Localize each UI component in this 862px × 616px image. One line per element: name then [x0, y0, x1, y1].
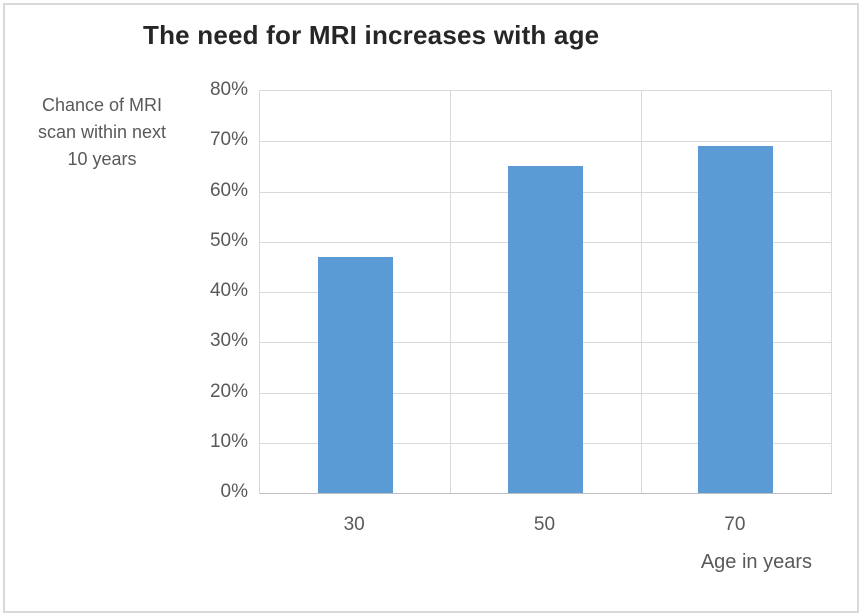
x-axis-title: Age in years — [700, 551, 812, 573]
y-tick-label: 10% — [209, 430, 248, 452]
gridline-h — [260, 141, 831, 143]
y-axis-title: Chance of MRI scan within next 10 years — [37, 95, 167, 169]
y-tick-label: 0% — [220, 481, 248, 502]
bar-age-50 — [508, 166, 583, 493]
y-tick-label: 80% — [209, 79, 248, 100]
gridline-v — [450, 91, 452, 493]
x-tick-label: 70 — [724, 514, 746, 535]
y-tick-label: 40% — [209, 280, 248, 301]
x-tick-label: 30 — [343, 514, 365, 535]
y-tick-label: 30% — [209, 330, 248, 352]
y-tick-label: 60% — [209, 179, 248, 201]
y-tick-label: 20% — [209, 380, 248, 402]
chart-title: The need for MRI increases with age — [143, 20, 600, 50]
bar-age-30 — [317, 256, 393, 493]
plot-area — [259, 90, 832, 494]
y-tick-label: 50% — [209, 229, 248, 251]
bar-age-70 — [698, 146, 774, 493]
gridline-v — [640, 91, 642, 493]
x-tick-label: 50 — [533, 514, 556, 535]
y-tick-label: 70% — [209, 129, 248, 151]
